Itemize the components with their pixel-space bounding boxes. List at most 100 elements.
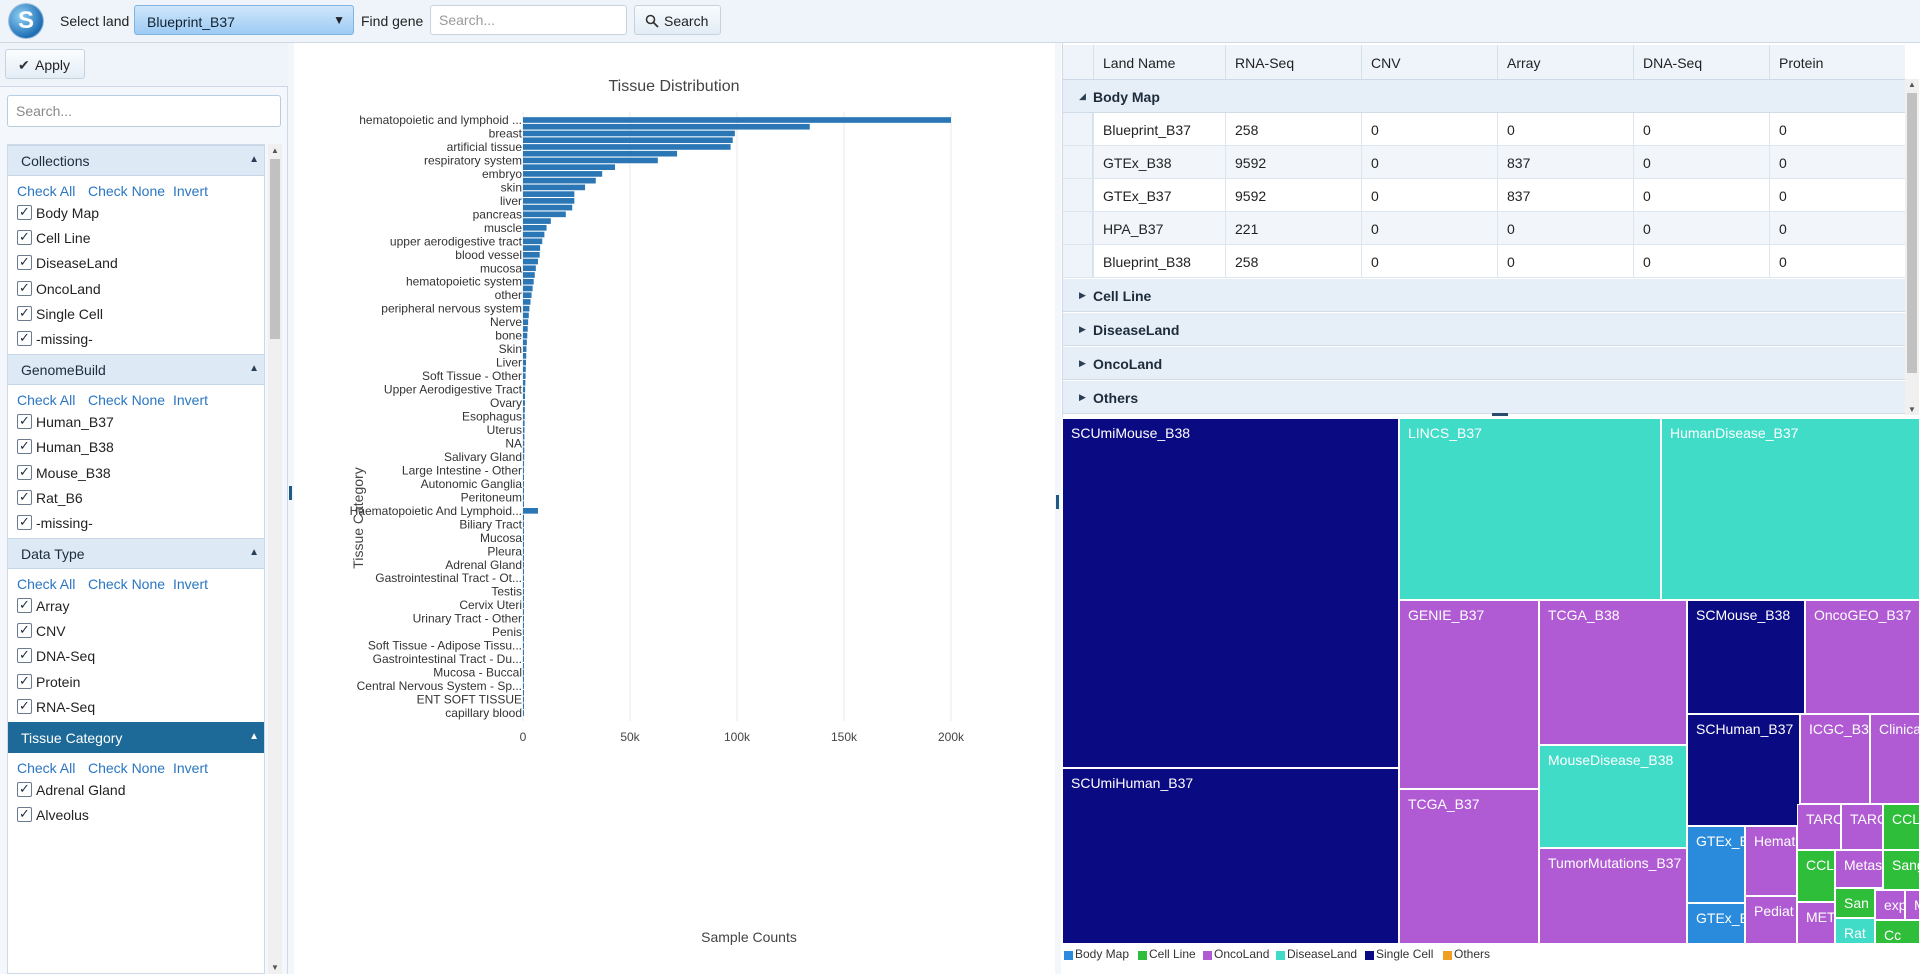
chart-bar[interactable]: [523, 238, 543, 245]
chart-bar[interactable]: [523, 413, 525, 420]
treemap-tile[interactable]: San: [1835, 888, 1875, 918]
chart-bar[interactable]: [523, 299, 531, 305]
chart-bar[interactable]: [523, 696, 524, 703]
chart-bar[interactable]: [523, 662, 524, 669]
chart-bar[interactable]: [523, 683, 524, 689]
treemap-tile[interactable]: Metast: [1835, 850, 1883, 888]
chart-bar[interactable]: [523, 689, 524, 696]
treemap-tile[interactable]: SCUmiHuman_B37: [1062, 768, 1399, 944]
checkbox[interactable]: [17, 330, 32, 346]
chart-bar[interactable]: [523, 575, 524, 582]
search-button[interactable]: Search: [634, 5, 721, 35]
group-row-oncoland[interactable]: ▶ OncoLand: [1063, 347, 1905, 380]
chart-bar[interactable]: [523, 548, 524, 555]
treemap-tile[interactable]: GTEx_E: [1687, 826, 1745, 903]
land-select[interactable]: Blueprint_B37 ▼: [134, 5, 354, 35]
collapsed-triangle-icon[interactable]: ▶: [1079, 358, 1086, 368]
treemap-tile[interactable]: Cc: [1875, 920, 1920, 944]
check-none-link[interactable]: Check None: [88, 183, 166, 199]
treemap-tile[interactable]: Hemat: [1745, 826, 1797, 896]
treemap-tile[interactable]: CCL: [1797, 850, 1835, 902]
chart-bar[interactable]: [523, 615, 524, 622]
checkbox[interactable]: [17, 514, 32, 530]
right-splitter[interactable]: [1055, 43, 1061, 974]
collapsed-triangle-icon[interactable]: ▶: [1079, 392, 1086, 402]
chart-bar[interactable]: [523, 609, 524, 615]
chart-bar[interactable]: [523, 117, 951, 123]
checkbox[interactable]: [17, 781, 32, 797]
filter-group-genomebuild[interactable]: GenomeBuild ▲: [8, 354, 264, 385]
treemap-tile[interactable]: OncoGEO_B37: [1805, 600, 1920, 714]
checkbox[interactable]: [17, 647, 32, 663]
collapsed-triangle-icon[interactable]: ▶: [1079, 290, 1086, 300]
chart-bar[interactable]: [523, 258, 538, 265]
collapse-up-icon[interactable]: ▲: [249, 154, 259, 165]
chart-bar[interactable]: [523, 521, 524, 528]
treemap-tile[interactable]: SCUmiMouse_B38: [1062, 418, 1399, 768]
scroll-up-icon[interactable]: ▲: [271, 146, 279, 155]
chart-bar[interactable]: [523, 588, 524, 595]
chart-bar[interactable]: [523, 420, 525, 427]
treemap-tile[interactable]: Clinica: [1870, 714, 1920, 804]
collapse-up-icon[interactable]: ▲: [249, 547, 259, 558]
treemap-tile[interactable]: HumanDisease_B37: [1661, 418, 1920, 600]
column-header-rna-seq[interactable]: RNA-Seq: [1225, 45, 1361, 79]
chart-bar[interactable]: [523, 150, 678, 157]
group-row-diseaseland[interactable]: ▶ DiseaseLand: [1063, 313, 1905, 346]
chart-bar[interactable]: [523, 211, 566, 218]
treemap-tile[interactable]: TCGA_B37: [1399, 789, 1539, 944]
chart-bar[interactable]: [523, 528, 524, 534]
table-row[interactable]: GTEx_B37 9592 0 837 0 0: [1063, 179, 1905, 212]
treemap-tile[interactable]: Rat: [1835, 918, 1875, 944]
check-all-link[interactable]: Check All: [17, 392, 76, 408]
splitter-grip[interactable]: [1056, 495, 1059, 509]
checkbox[interactable]: [17, 229, 32, 245]
checkbox[interactable]: [17, 254, 32, 270]
treemap-tile[interactable]: Mi: [1905, 890, 1920, 920]
group-row-others[interactable]: ▶ Others: [1063, 381, 1905, 414]
treemap-tile[interactable]: ICGC_B3: [1800, 714, 1870, 804]
treemap-tile[interactable]: TCGA_B38: [1539, 600, 1687, 745]
chart-bar[interactable]: [523, 487, 524, 494]
chart-bar[interactable]: [523, 534, 524, 541]
chart-bar[interactable]: [523, 137, 733, 144]
expanded-triangle-icon[interactable]: ◢: [1079, 91, 1086, 101]
chart-bar[interactable]: [523, 447, 525, 454]
chart-bar[interactable]: [523, 393, 526, 400]
chart-bar[interactable]: [523, 191, 575, 197]
chart-bar[interactable]: [523, 474, 524, 480]
collapse-up-icon[interactable]: ▲: [249, 363, 259, 374]
column-header-array[interactable]: Array: [1497, 45, 1633, 79]
treemap-tile[interactable]: SCHuman_B37: [1687, 714, 1800, 826]
splitter-grip[interactable]: [289, 486, 292, 500]
filter-search-input[interactable]: [7, 95, 281, 127]
treemap-tile[interactable]: exp: [1875, 890, 1905, 920]
chart-bar[interactable]: [523, 541, 524, 548]
chart-bar[interactable]: [523, 224, 547, 231]
chart-bar[interactable]: [523, 582, 524, 588]
treemap-tile[interactable]: MouseDisease_B38: [1539, 745, 1687, 848]
treemap-tile[interactable]: LINCS_B37: [1399, 418, 1661, 600]
chart-bar[interactable]: [523, 272, 535, 278]
filter-group-collections[interactable]: Collections ▲: [8, 145, 264, 176]
check-none-link[interactable]: Check None: [88, 760, 166, 776]
table-row[interactable]: HPA_B37 221 0 0 0 0: [1063, 212, 1905, 245]
chart-bar[interactable]: [523, 218, 551, 224]
treemap-tile[interactable]: TARC: [1797, 804, 1841, 850]
filter-group-datatype[interactable]: Data Type ▲: [8, 538, 264, 569]
chart-bar[interactable]: [523, 359, 526, 366]
gene-search-input[interactable]: [430, 5, 627, 35]
checkbox[interactable]: [17, 305, 32, 321]
chart-bar[interactable]: [523, 433, 525, 440]
checkbox[interactable]: [17, 413, 32, 429]
chart-bar[interactable]: [523, 467, 525, 474]
chart-bar[interactable]: [523, 353, 527, 359]
chart-bar[interactable]: [523, 339, 527, 346]
check-none-link[interactable]: Check None: [88, 392, 166, 408]
checkbox[interactable]: [17, 597, 32, 613]
chart-bar[interactable]: [523, 123, 810, 130]
chart-bar[interactable]: [523, 144, 731, 150]
chart-bar[interactable]: [523, 649, 524, 656]
scroll-up-icon[interactable]: ▲: [1908, 80, 1916, 89]
chart-bar[interactable]: [523, 454, 525, 460]
